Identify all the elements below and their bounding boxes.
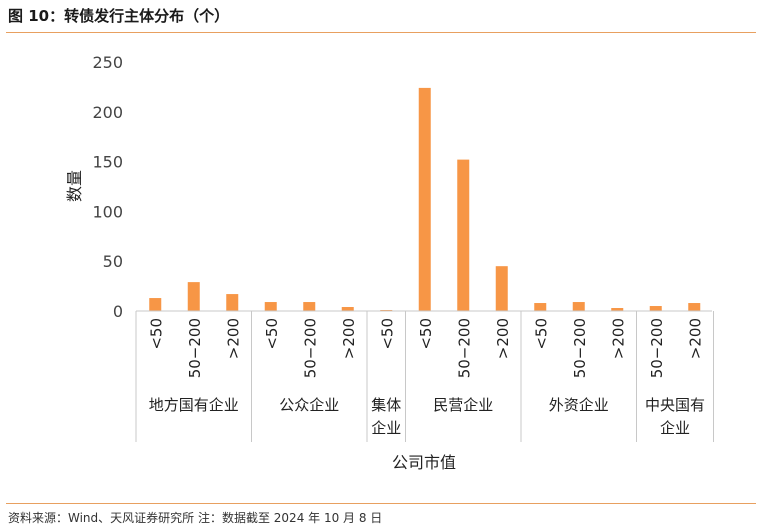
bar xyxy=(611,308,624,311)
bar xyxy=(149,298,162,311)
bars xyxy=(149,87,701,311)
chart: 0 50 100 150 200 250 <50 50−200 >200 地方国有企业 <50 50… xyxy=(65,53,714,472)
y-axis: 0 50 100 150 200 250 xyxy=(92,53,123,321)
bar xyxy=(418,87,431,311)
x-tick-label: <50 xyxy=(417,318,435,350)
x-tick-label: <50 xyxy=(532,318,550,350)
bar xyxy=(341,307,354,311)
x-tick-label: 50−200 xyxy=(648,318,666,378)
x-tick-label: 50−200 xyxy=(301,318,319,378)
x-tick-label: >200 xyxy=(224,318,242,359)
x-tick-label: 50−200 xyxy=(186,318,204,378)
x-tick-label: >200 xyxy=(340,318,358,359)
page-title: 图 10：转债发行主体分布（个） xyxy=(8,7,230,25)
y-tick-label: 200 xyxy=(92,103,123,122)
bar xyxy=(572,302,585,311)
y-axis-label: 数量 xyxy=(65,170,84,202)
bar xyxy=(688,303,701,311)
group-label: 地方国有企业 xyxy=(149,396,239,414)
x-tick-label: >200 xyxy=(494,318,512,359)
x-axis: <50 50−200 >200 地方国有企业 <50 50−200 >200 公众企业 <50 集… xyxy=(135,310,714,442)
y-tick-label: 100 xyxy=(92,202,123,221)
group-label: 集体企业 xyxy=(371,396,401,437)
bar xyxy=(534,303,547,311)
x-tick-label: <50 xyxy=(263,318,281,350)
bar xyxy=(303,302,316,311)
x-tick-label: <50 xyxy=(147,318,165,350)
y-tick-label: 250 xyxy=(92,53,123,72)
footer-divider xyxy=(6,503,756,504)
x-axis-label: 公司市值 xyxy=(392,453,456,472)
x-tick-label: >200 xyxy=(609,318,627,359)
bar xyxy=(226,294,239,311)
x-tick-label: <50 xyxy=(378,318,396,350)
y-tick-label: 150 xyxy=(92,153,123,172)
x-tick-label: 50−200 xyxy=(571,318,589,378)
group-label: 外资企业 xyxy=(549,396,609,414)
group-label: 公众企业 xyxy=(279,396,339,414)
title-divider xyxy=(6,32,756,33)
x-tick-label: >200 xyxy=(686,318,704,359)
y-tick-label: 0 xyxy=(113,302,123,321)
bar xyxy=(187,282,200,311)
bar xyxy=(649,306,662,311)
source-note: 资料来源：Wind、天风证券研究所 注：数据截至 2024 年 10 月 8 日 xyxy=(8,511,383,525)
y-tick-label: 50 xyxy=(103,252,123,271)
bar xyxy=(264,302,277,311)
bar xyxy=(457,159,470,311)
bar xyxy=(495,266,508,311)
group-label: 民营企业 xyxy=(433,396,493,414)
x-tick-label: 50−200 xyxy=(455,318,473,378)
group-label: 中央国有企业 xyxy=(645,396,705,437)
